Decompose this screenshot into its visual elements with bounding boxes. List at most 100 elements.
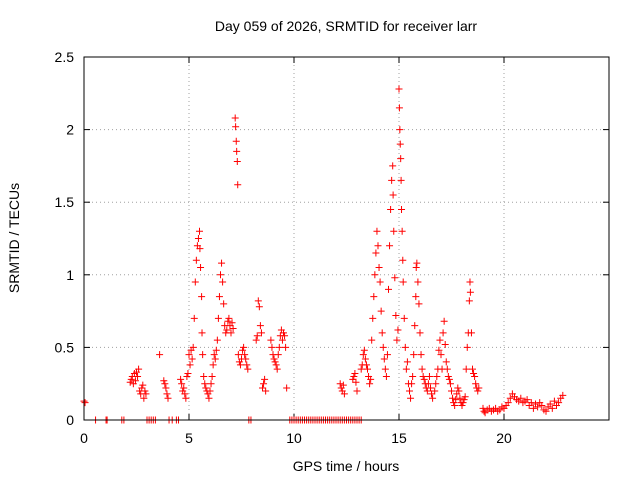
x-tick-label: 10	[286, 430, 302, 446]
data-point	[360, 346, 368, 354]
data-point	[388, 176, 396, 184]
data-point	[368, 336, 376, 344]
y-tick-label: 2.5	[55, 49, 75, 65]
data-point	[212, 346, 220, 354]
y-tick-label: 1.5	[55, 194, 75, 210]
data-point	[475, 384, 483, 392]
data-point	[214, 314, 222, 322]
data-point	[218, 259, 226, 267]
data-point	[224, 317, 232, 325]
data-point	[257, 329, 265, 337]
data-point	[467, 329, 475, 337]
data-point	[465, 297, 473, 305]
data-point	[460, 396, 468, 404]
data-point	[352, 378, 360, 386]
data-point	[255, 303, 263, 311]
data-point	[375, 264, 383, 272]
data-point	[231, 114, 239, 122]
data-point	[385, 285, 392, 293]
data-point	[351, 370, 359, 378]
y-tick-label: 1	[66, 267, 74, 283]
data-point	[236, 361, 244, 369]
data-point	[234, 351, 242, 359]
data-point	[389, 162, 397, 170]
data-point	[407, 394, 415, 402]
data-point	[200, 372, 208, 380]
data-point	[274, 351, 282, 359]
data-point	[386, 242, 394, 250]
data-point	[225, 314, 233, 322]
data-point	[380, 355, 388, 363]
data-point	[232, 137, 240, 145]
data-point	[394, 326, 402, 334]
data-point	[161, 380, 169, 388]
data-point	[443, 365, 451, 373]
data-point	[180, 384, 188, 392]
data-point	[371, 271, 379, 279]
data-point	[135, 365, 143, 373]
data-point	[127, 375, 135, 383]
data-point	[406, 387, 413, 395]
data-point	[400, 314, 408, 322]
data-point	[185, 351, 193, 359]
data-point	[474, 387, 482, 395]
data-point	[383, 351, 391, 359]
data-point	[432, 380, 440, 388]
data-point	[462, 365, 470, 373]
data-point	[353, 387, 361, 395]
data-point	[534, 403, 542, 411]
data-point	[391, 274, 399, 282]
y-tick-label: 0.5	[55, 339, 75, 355]
data-point	[523, 396, 531, 404]
data-point	[431, 387, 439, 395]
data-point	[239, 346, 247, 354]
data-point	[463, 343, 471, 351]
data-point	[538, 401, 546, 409]
data-point	[162, 384, 170, 392]
data-point	[529, 404, 537, 412]
data-point	[444, 372, 452, 380]
data-point	[527, 399, 535, 407]
data-point	[178, 380, 186, 388]
data-point	[240, 343, 248, 351]
data-point	[272, 361, 280, 369]
data-point	[418, 365, 426, 373]
data-point	[415, 300, 423, 308]
data-point	[436, 336, 444, 344]
y-axis-label: SRMTID / TECUs	[6, 183, 22, 293]
data-point	[413, 259, 421, 267]
data-point	[445, 375, 453, 383]
data-point	[420, 375, 428, 383]
data-point	[433, 372, 441, 380]
data-point	[366, 380, 374, 388]
data-point	[160, 377, 168, 385]
data-point	[259, 384, 266, 392]
data-point	[81, 399, 89, 407]
data-point	[278, 336, 286, 344]
data-point	[256, 322, 264, 330]
x-tick-label: 20	[496, 430, 512, 446]
data-point	[233, 147, 241, 155]
data-point	[466, 278, 474, 286]
data-point	[340, 390, 348, 398]
data-point	[141, 387, 149, 395]
data-point	[435, 346, 443, 354]
chart-title: Day 059 of 2026, SRMTID for receiver lar…	[215, 18, 478, 34]
data-point	[198, 293, 206, 301]
data-point	[182, 394, 190, 402]
data-point	[546, 400, 554, 408]
data-point	[393, 336, 401, 344]
data-point	[369, 314, 377, 322]
data-point	[423, 387, 431, 395]
data-point	[260, 380, 268, 388]
x-tick-label: 15	[391, 430, 407, 446]
data-point	[378, 329, 386, 337]
data-point	[270, 355, 278, 363]
data-point	[439, 329, 447, 337]
data-point	[470, 370, 478, 378]
data-point	[156, 351, 164, 359]
data-point	[194, 235, 202, 242]
data-point	[399, 256, 407, 264]
